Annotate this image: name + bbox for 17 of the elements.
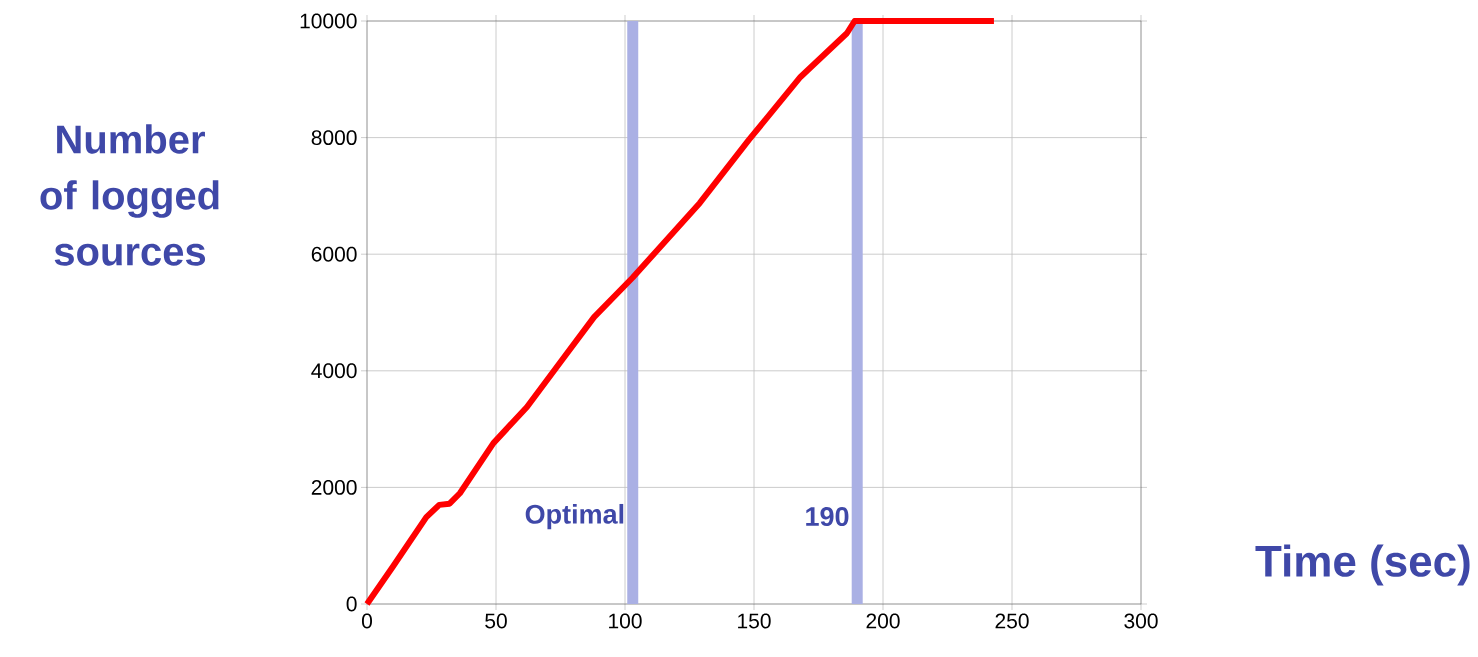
x-tick-label: 150 bbox=[738, 613, 771, 629]
ref-line-label: Optimal bbox=[525, 503, 624, 530]
x-tick-label: 50 bbox=[485, 613, 507, 629]
x-tick-label: 250 bbox=[995, 613, 1029, 629]
x-tick-label: 0 bbox=[361, 613, 373, 629]
y-tick-label: 8000 bbox=[311, 130, 357, 146]
y-axis-title: Number of logged sources bbox=[40, 124, 219, 266]
y-tick-label: 2000 bbox=[311, 479, 357, 495]
y-tick-label: 4000 bbox=[311, 363, 357, 379]
y-tick-label: 6000 bbox=[311, 246, 357, 262]
ref-line-label: 190 bbox=[806, 506, 849, 527]
y-tick-label: 10000 bbox=[300, 13, 357, 29]
x-tick-label: 300 bbox=[1124, 613, 1158, 629]
y-tick-label: 0 bbox=[346, 596, 357, 612]
x-tick-label: 100 bbox=[609, 613, 642, 629]
x-axis-title: Time (sec) bbox=[1255, 544, 1470, 586]
x-tick-label: 200 bbox=[866, 613, 900, 629]
